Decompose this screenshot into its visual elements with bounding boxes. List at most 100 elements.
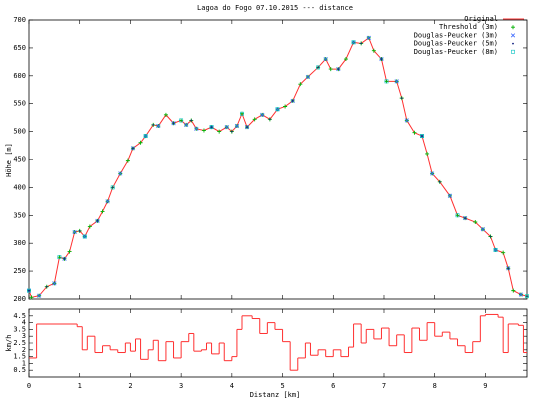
point — [156, 123, 161, 129]
point — [493, 247, 498, 252]
point — [447, 193, 452, 198]
y-tick-label: 3.5 — [13, 325, 26, 333]
point — [430, 171, 435, 176]
point — [190, 119, 193, 122]
point — [489, 235, 492, 238]
point — [366, 35, 371, 40]
point — [404, 118, 409, 123]
legend-label: Threshold (3m) — [439, 23, 498, 31]
point — [493, 247, 498, 252]
step-riser — [36, 314, 524, 371]
point — [305, 74, 311, 79]
x-axis-label: Distanz [km] — [250, 391, 301, 399]
point — [394, 79, 399, 84]
legend-swatch — [510, 33, 516, 38]
point — [323, 56, 328, 62]
point — [138, 140, 143, 145]
y-axis-label: Höhe [m] — [5, 143, 13, 177]
point — [351, 40, 356, 45]
point — [343, 57, 348, 62]
legend-label: Douglas-Peucker (3m) — [414, 31, 498, 39]
x-tick-label: 3 — [179, 382, 183, 390]
point — [45, 285, 48, 288]
point — [110, 185, 115, 190]
point — [252, 117, 257, 122]
point — [337, 68, 340, 71]
point — [360, 42, 363, 45]
point — [172, 122, 175, 125]
y-tick-label: 1.5 — [13, 353, 26, 361]
point — [328, 67, 333, 72]
y-tick-label: 0.5 — [13, 366, 26, 374]
point — [412, 130, 417, 135]
point — [275, 107, 280, 112]
y-tick-label: 4.5 — [13, 312, 26, 320]
point — [400, 97, 403, 100]
point — [209, 125, 214, 130]
y-tick-label: 4 — [22, 319, 26, 327]
y-tick-label: 300 — [13, 239, 26, 247]
point — [380, 58, 383, 60]
point — [57, 255, 62, 260]
legend-label: Douglas-Peucker (5m) — [414, 40, 498, 48]
point — [425, 151, 430, 156]
y-tick-label: 2.5 — [13, 339, 26, 347]
point — [210, 126, 213, 129]
point — [63, 257, 66, 260]
y-tick-label: 250 — [13, 267, 26, 275]
point — [179, 118, 184, 123]
point — [82, 234, 87, 239]
y-tick-label: 500 — [13, 128, 26, 136]
legend-label: Original — [464, 15, 498, 23]
x-tick-label: 8 — [433, 382, 437, 390]
point — [163, 112, 168, 117]
point — [125, 158, 130, 163]
x-tick-label: 0 — [27, 382, 31, 390]
y-tick-label: 1 — [22, 359, 26, 367]
point — [298, 82, 303, 87]
point — [291, 100, 294, 102]
point — [72, 229, 77, 235]
x-tick-label: 7 — [382, 382, 386, 390]
point — [480, 227, 485, 232]
point — [194, 126, 199, 131]
point — [507, 267, 510, 270]
point — [230, 130, 233, 133]
point — [260, 112, 265, 117]
point — [100, 209, 105, 214]
point — [351, 40, 356, 45]
point — [283, 104, 288, 109]
plot-frame — [28, 308, 528, 378]
point — [78, 230, 81, 232]
y-axis-label: km/h — [5, 335, 13, 352]
point — [143, 133, 148, 139]
point — [87, 224, 92, 229]
point — [67, 249, 72, 254]
x-tick-label: 6 — [331, 382, 335, 390]
point — [268, 118, 271, 121]
y-tick-label: 600 — [13, 72, 26, 80]
point — [82, 234, 87, 239]
point — [246, 126, 248, 129]
point — [525, 294, 529, 299]
point — [501, 250, 506, 255]
elevation-line — [28, 37, 528, 298]
point — [420, 134, 424, 138]
legend-label: Douglas-Peucker (8m) — [414, 48, 498, 56]
point — [317, 66, 319, 69]
legend-swatch — [512, 42, 514, 45]
y-tick-label: 450 — [13, 156, 26, 164]
point — [105, 199, 110, 204]
point — [316, 65, 320, 70]
point — [96, 219, 99, 222]
point — [240, 111, 244, 116]
y-tick-label: 350 — [13, 211, 26, 219]
point — [118, 171, 123, 176]
point — [473, 219, 478, 224]
y-tick-label: 3 — [22, 332, 26, 340]
y-tick-label: 550 — [13, 100, 26, 108]
point — [511, 288, 516, 293]
point — [421, 135, 423, 137]
point — [371, 48, 376, 53]
